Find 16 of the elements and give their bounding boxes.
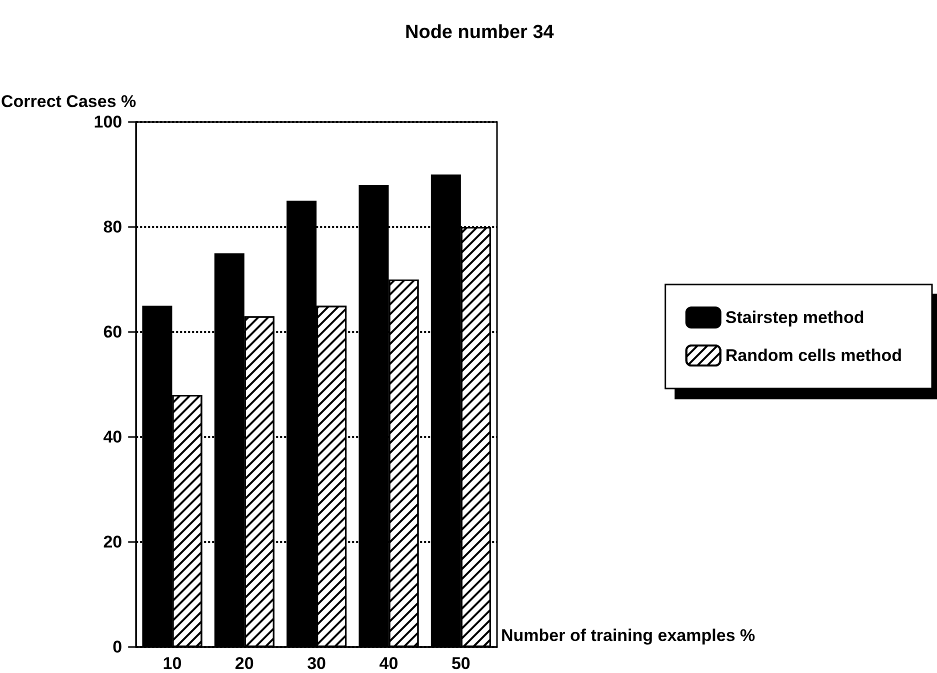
y-tick-label: 80 <box>103 218 122 236</box>
y-tick-label: 60 <box>103 322 122 342</box>
y-tick-label: 0 <box>112 638 122 656</box>
x-tick-label: 10 <box>162 654 182 673</box>
x-tick-label: 40 <box>379 654 398 673</box>
x-tick-label: 50 <box>451 654 470 673</box>
y-tick-label: 100 <box>94 112 122 132</box>
y-axis-title: Correct Cases % <box>0 92 136 111</box>
x-axis-title: Number of training examples % <box>501 626 756 645</box>
legend-label: Random cells method <box>725 346 902 365</box>
legend-label: Stairstep method <box>725 308 864 327</box>
y-tick-label: 40 <box>103 428 122 446</box>
chart-title: Node number 34 <box>405 22 554 43</box>
y-tick-label: 20 <box>103 532 122 552</box>
x-tick-label: 20 <box>234 654 254 673</box>
x-tick-label: 30 <box>307 654 326 673</box>
